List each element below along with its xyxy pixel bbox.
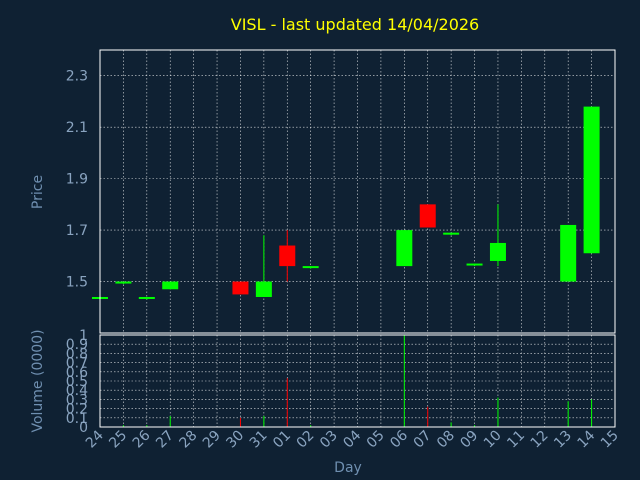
price-tick-label: 1.7	[66, 223, 88, 239]
price-tick-label: 2.3	[66, 69, 88, 85]
price-axis-label: Price	[30, 175, 46, 209]
volume-tick-label: 0.7	[66, 356, 88, 372]
candle-body	[279, 245, 296, 267]
volume-tick-label: 0.4	[66, 383, 88, 399]
candle-body	[115, 281, 132, 284]
price-tick-label: 2.1	[66, 120, 88, 136]
x-tick-label: 03	[317, 428, 341, 452]
grid-layer	[99, 50, 616, 427]
candle-body	[466, 263, 483, 266]
x-tick-label: 30	[223, 428, 247, 452]
candle-body	[419, 204, 436, 228]
x-tick-label: 01	[270, 428, 294, 452]
x-tick-label: 26	[130, 427, 154, 451]
volume-tick-label: 0.8	[66, 346, 88, 362]
x-tick-label: 06	[387, 427, 411, 451]
x-tick-label: 08	[434, 428, 458, 452]
x-axis-label: Day	[334, 460, 362, 476]
candle-body	[162, 281, 179, 290]
x-tick-label: 09	[457, 428, 481, 452]
frame-layer	[99, 49, 616, 428]
volume-tick-label: 0	[79, 420, 88, 436]
price-panel-frame	[99, 49, 616, 334]
chart-title: VISL - last updated 14/04/2026	[231, 15, 479, 34]
candle-body	[138, 296, 155, 299]
candle-body	[560, 224, 577, 282]
price-tick-label: 1.5	[66, 275, 88, 291]
candle-body	[443, 232, 460, 235]
candle-body	[255, 281, 272, 297]
volume-tick-label: 0.5	[66, 374, 88, 390]
x-tick-label: 13	[551, 428, 575, 452]
x-tick-label: 07	[411, 428, 435, 452]
x-tick-label: 05	[364, 428, 388, 452]
candle-body	[232, 281, 249, 295]
x-tick-label: 31	[247, 428, 271, 452]
x-tick-label: 02	[294, 428, 318, 452]
x-tick-label: 11	[504, 428, 528, 452]
volume-panel-frame	[99, 334, 616, 428]
marks-layer	[92, 106, 600, 427]
ticks-layer: 1.5 1.7 1.9 2.1 2.3 10.90.80.70.60.50.40.30.2…	[66, 69, 622, 452]
price-tick-label: 1.9	[66, 172, 88, 188]
x-tick-label: 27	[153, 428, 177, 452]
candle-body	[583, 106, 600, 254]
candle-body	[489, 242, 506, 261]
x-tick-label: 12	[528, 428, 552, 452]
x-tick-label: 25	[106, 428, 130, 452]
x-tick-label: 14	[574, 427, 598, 451]
volume-tick-label: 1	[79, 328, 88, 344]
volume-tick-label: 0.3	[66, 392, 88, 408]
x-tick-label: 15	[598, 428, 622, 452]
volume-tick-label: 0.2	[66, 402, 88, 418]
candle-body	[302, 266, 319, 269]
x-tick-label: 10	[481, 428, 505, 452]
volume-tick-label: 0.9	[66, 337, 88, 353]
volume-tick-label: 0.6	[66, 365, 88, 381]
volume-axis-label: Volume (0000)	[30, 329, 46, 432]
candle-body	[396, 230, 413, 267]
volume-tick-label: 0.1	[66, 411, 88, 427]
x-tick-label: 29	[200, 428, 224, 452]
x-tick-label: 28	[177, 428, 201, 452]
x-tick-label: 04	[340, 427, 364, 451]
